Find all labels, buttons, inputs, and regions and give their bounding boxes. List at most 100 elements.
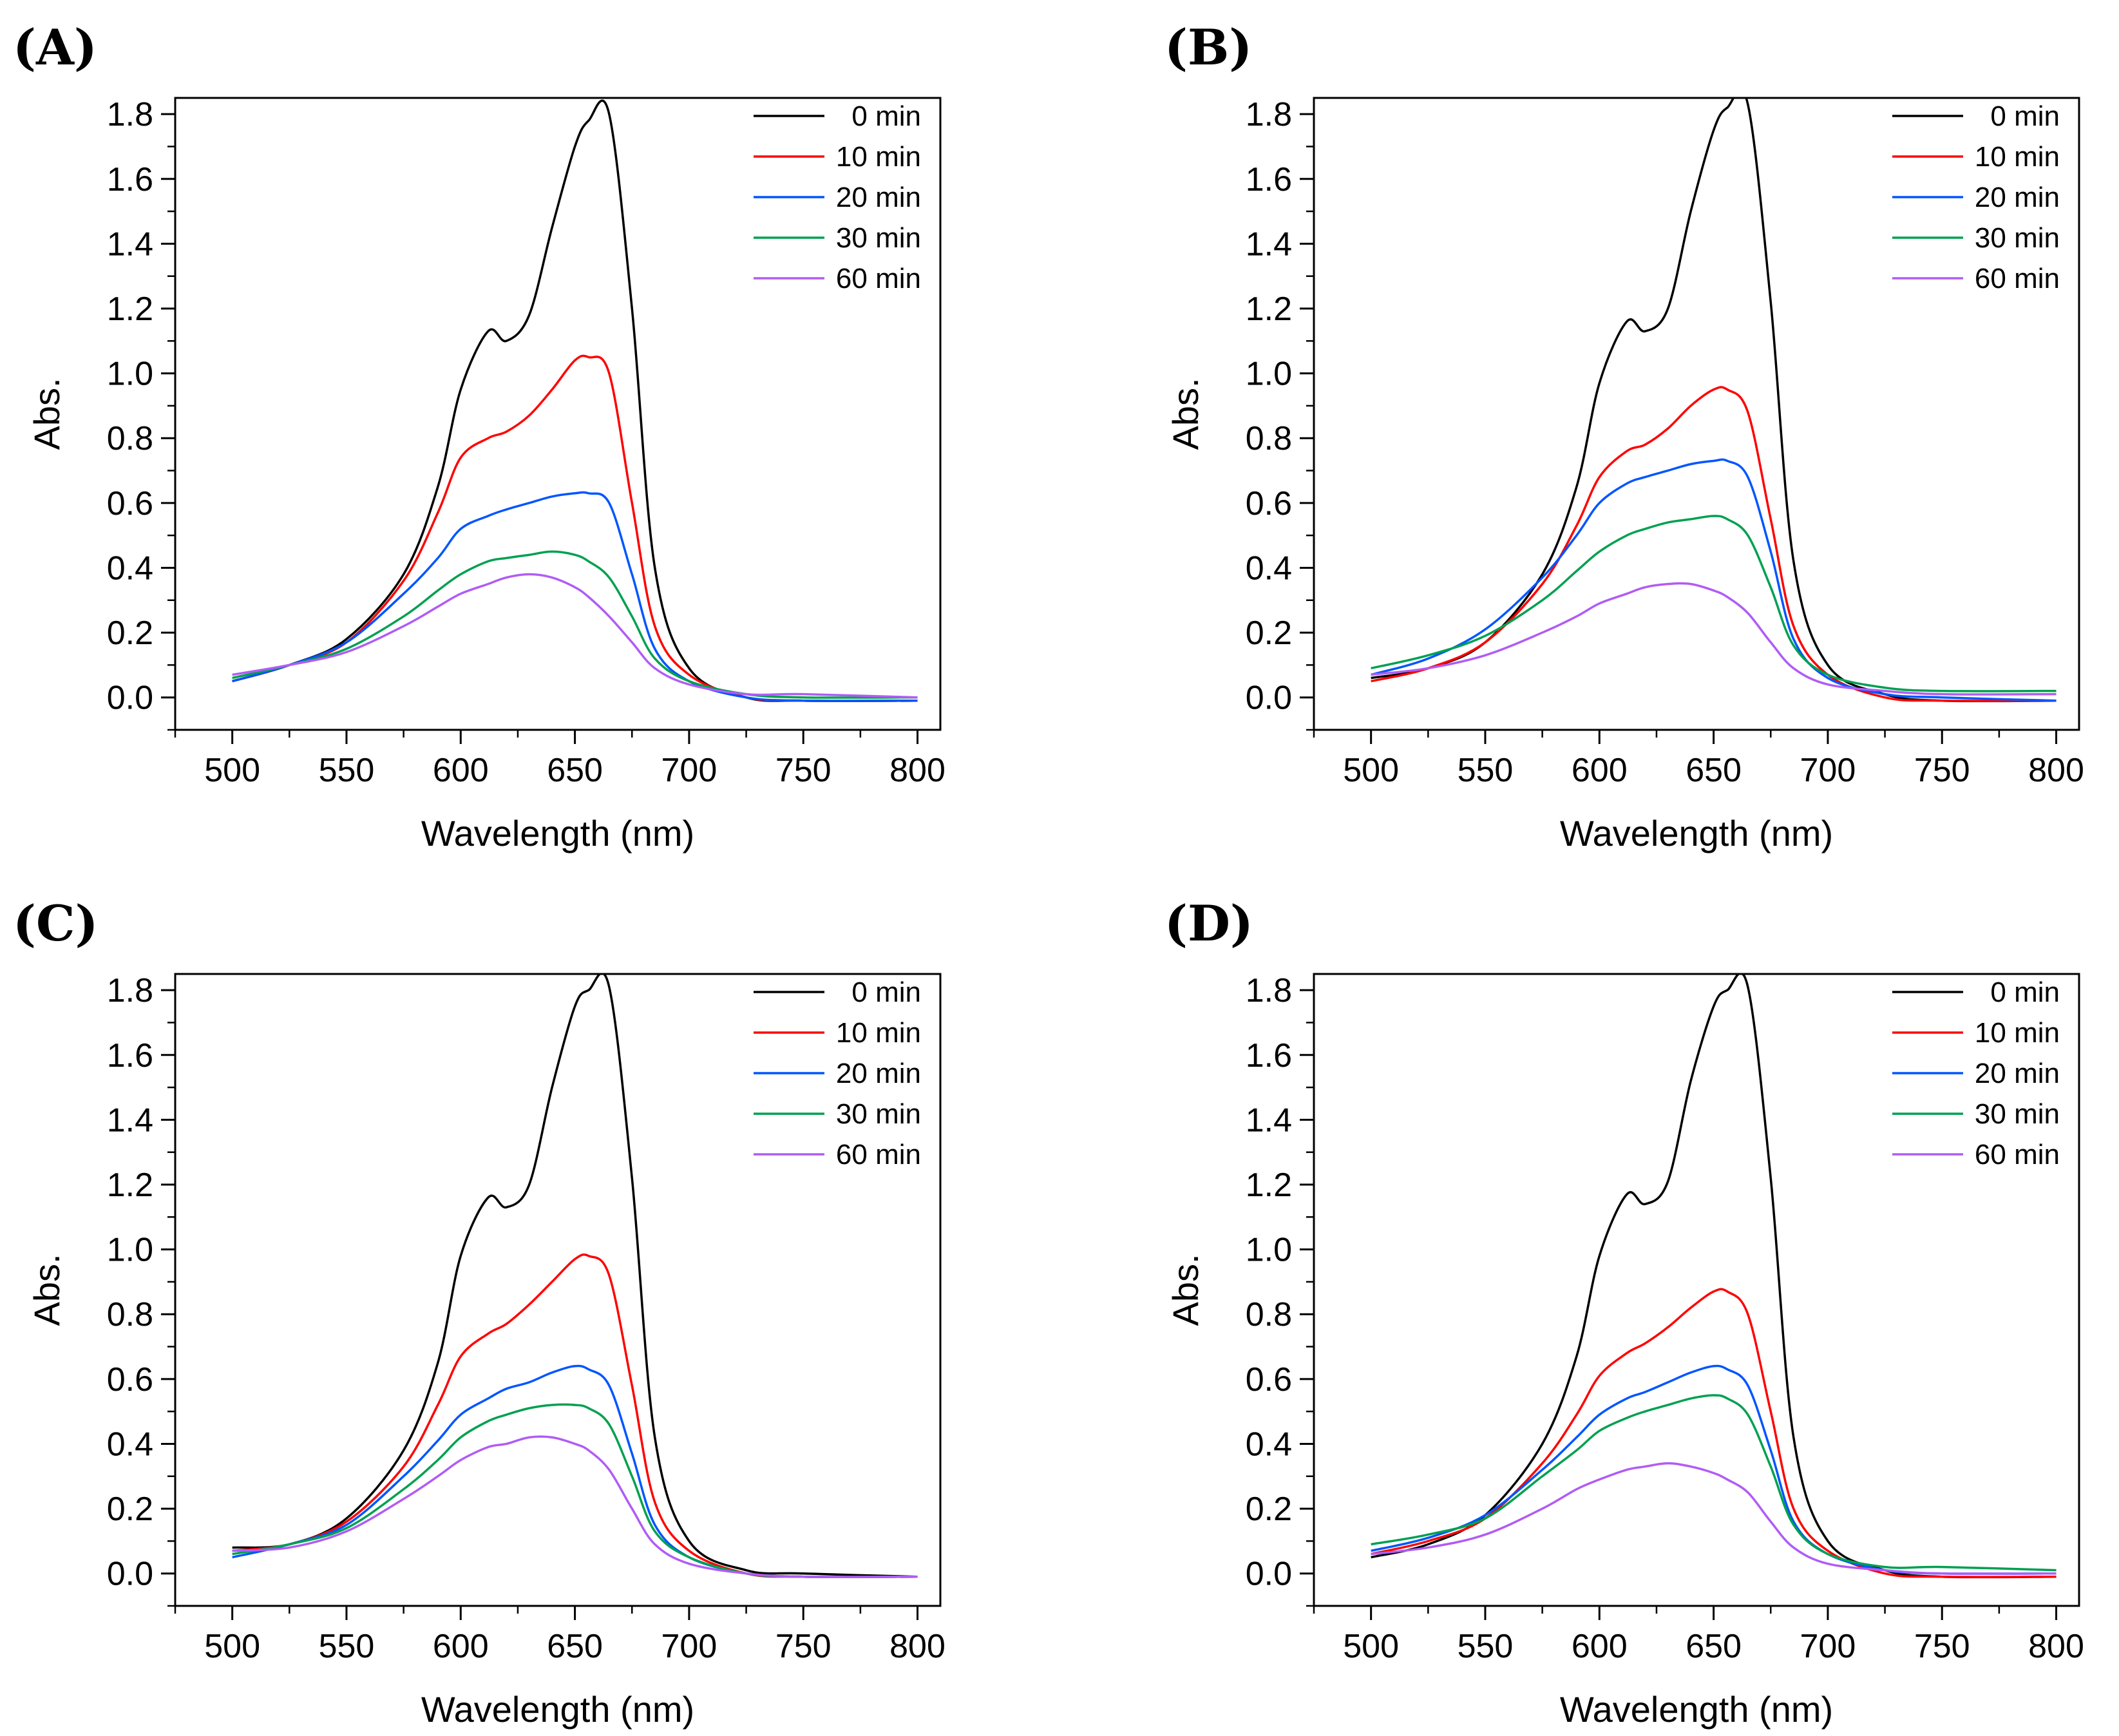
x-tick-label: 750 bbox=[775, 1628, 831, 1665]
x-tick-label: 800 bbox=[2028, 752, 2084, 789]
y-tick-label: 0.8 bbox=[1246, 420, 1292, 457]
x-tick-label: 750 bbox=[1914, 752, 1970, 789]
x-tick-label: 650 bbox=[1686, 752, 1742, 789]
y-tick-label: 1.2 bbox=[107, 291, 153, 328]
legend-label: 60 min bbox=[836, 263, 921, 294]
panel-letter: (B) bbox=[1164, 19, 1252, 76]
x-tick-label: 700 bbox=[661, 1628, 717, 1665]
x-axis-title: Wavelength (nm) bbox=[421, 813, 694, 854]
series-line-0-min bbox=[232, 99, 918, 702]
y-tick-label: 1.6 bbox=[1246, 1037, 1292, 1074]
legend-label: 20 min bbox=[1975, 1058, 2060, 1089]
x-axis-title: Wavelength (nm) bbox=[1560, 1689, 1833, 1730]
legend-label: 20 min bbox=[1975, 182, 2060, 213]
legend-label: 10 min bbox=[1975, 1017, 2060, 1049]
legend-label: 0 min bbox=[851, 100, 921, 132]
legend-label: 30 min bbox=[836, 222, 921, 254]
y-tick-label: 0.8 bbox=[107, 1296, 153, 1333]
y-tick-label: 1.6 bbox=[1246, 161, 1292, 198]
x-tick-label: 600 bbox=[433, 752, 489, 789]
y-tick-label: 0.6 bbox=[107, 1361, 153, 1398]
chart-panel-3: (C) 500 550 600 650 700 750 800 0.0 0.2 0.4 0.6 0.8 1… bbox=[13, 895, 945, 1730]
y-tick-label: 1.0 bbox=[1246, 1232, 1292, 1269]
y-tick-label: 1.4 bbox=[1246, 225, 1292, 263]
y-tick-label: 1.6 bbox=[107, 1037, 153, 1074]
x-tick-label: 800 bbox=[889, 1628, 945, 1665]
chart-panel-2: (B) 500 550 600 650 700 750 800 0.0 0.2 0.4 0.6 0.8 1… bbox=[1164, 19, 2084, 854]
y-tick-label: 1.0 bbox=[1246, 356, 1292, 393]
chart-panel-1: (A) 500 550 600 650 700 750 800 0.0 0.2 0.4 0.6 0.8 1… bbox=[13, 19, 945, 854]
x-tick-label: 650 bbox=[1686, 1628, 1742, 1665]
series-line-60-min bbox=[232, 1435, 918, 1578]
x-tick-label: 550 bbox=[319, 1628, 375, 1665]
y-tick-label: 1.4 bbox=[107, 225, 153, 263]
series-line-20-min bbox=[232, 491, 918, 702]
x-tick-label: 650 bbox=[547, 1628, 603, 1665]
y-tick-label: 1.8 bbox=[107, 96, 153, 133]
y-tick-label: 0.2 bbox=[1246, 615, 1292, 652]
y-tick-label: 1.0 bbox=[107, 356, 153, 393]
y-axis-title: Abs. bbox=[26, 377, 67, 450]
chart-panel-4: (D) 500 550 600 650 700 750 800 0.0 0.2 0.4 0.6 0.8 1… bbox=[1164, 895, 2084, 1730]
plot-frame bbox=[174, 97, 942, 731]
series-line-20-min bbox=[1371, 458, 2057, 702]
legend-label: 10 min bbox=[836, 1017, 921, 1049]
legend-label: 30 min bbox=[1975, 222, 2060, 254]
legend-label: 30 min bbox=[836, 1098, 921, 1130]
y-tick-label: 0.8 bbox=[1246, 1296, 1292, 1333]
series-line-30-min bbox=[232, 1403, 918, 1578]
y-axis-title: Abs. bbox=[26, 1254, 67, 1326]
x-tick-label: 700 bbox=[1800, 1628, 1856, 1665]
x-tick-label: 550 bbox=[1458, 752, 1514, 789]
series-line-0-min bbox=[1371, 974, 2057, 1579]
plot-frame bbox=[1313, 973, 2080, 1607]
series-line-30-min bbox=[1371, 515, 2057, 692]
y-tick-label: 0.6 bbox=[107, 485, 153, 522]
legend-label: 0 min bbox=[851, 977, 921, 1008]
legend-label: 0 min bbox=[1990, 100, 2060, 132]
y-tick-label: 0.2 bbox=[107, 1491, 153, 1528]
x-tick-label: 500 bbox=[204, 1628, 260, 1665]
series-line-10-min bbox=[232, 354, 918, 702]
y-tick-label: 0.6 bbox=[1246, 1361, 1292, 1398]
x-tick-label: 800 bbox=[2028, 1628, 2084, 1665]
series-line-30-min bbox=[232, 550, 918, 699]
series-line-60-min bbox=[232, 573, 918, 699]
x-tick-label: 700 bbox=[1800, 752, 1856, 789]
x-tick-label: 550 bbox=[319, 752, 375, 789]
series-line-0-min bbox=[232, 974, 918, 1578]
y-tick-label: 0.0 bbox=[1246, 1556, 1292, 1593]
legend-label: 60 min bbox=[1975, 263, 2060, 294]
x-tick-label: 750 bbox=[775, 752, 831, 789]
x-tick-label: 500 bbox=[1343, 1628, 1399, 1665]
x-tick-label: 500 bbox=[204, 752, 260, 789]
series-line-10-min bbox=[1371, 1288, 2057, 1578]
x-tick-label: 750 bbox=[1914, 1628, 1970, 1665]
legend-label: 0 min bbox=[1990, 977, 2060, 1008]
x-tick-label: 700 bbox=[661, 752, 717, 789]
y-tick-label: 0.8 bbox=[107, 420, 153, 457]
legend-label: 60 min bbox=[836, 1139, 921, 1170]
plot-frame bbox=[174, 973, 942, 1607]
y-axis-title: Abs. bbox=[1165, 1254, 1206, 1326]
y-tick-label: 0.4 bbox=[1246, 1426, 1292, 1463]
series-line-10-min bbox=[1371, 386, 2057, 702]
x-tick-label: 500 bbox=[1343, 752, 1399, 789]
y-tick-label: 1.8 bbox=[107, 972, 153, 1009]
legend-label: 60 min bbox=[1975, 1139, 2060, 1170]
legend-label: 20 min bbox=[836, 182, 921, 213]
series-line-0-min bbox=[1371, 98, 2057, 703]
y-tick-label: 1.8 bbox=[1246, 96, 1292, 133]
y-tick-label: 1.2 bbox=[1246, 291, 1292, 328]
y-tick-label: 1.2 bbox=[1246, 1167, 1292, 1204]
plot-frame bbox=[1313, 97, 2080, 731]
y-tick-label: 0.4 bbox=[1246, 549, 1292, 587]
legend-label: 30 min bbox=[1975, 1098, 2060, 1130]
x-tick-label: 550 bbox=[1458, 1628, 1514, 1665]
y-tick-label: 0.0 bbox=[107, 1556, 153, 1593]
x-axis-title: Wavelength (nm) bbox=[1560, 813, 1833, 854]
y-tick-label: 1.2 bbox=[107, 1167, 153, 1204]
y-tick-label: 0.4 bbox=[107, 549, 153, 587]
series-line-30-min bbox=[1371, 1394, 2057, 1572]
